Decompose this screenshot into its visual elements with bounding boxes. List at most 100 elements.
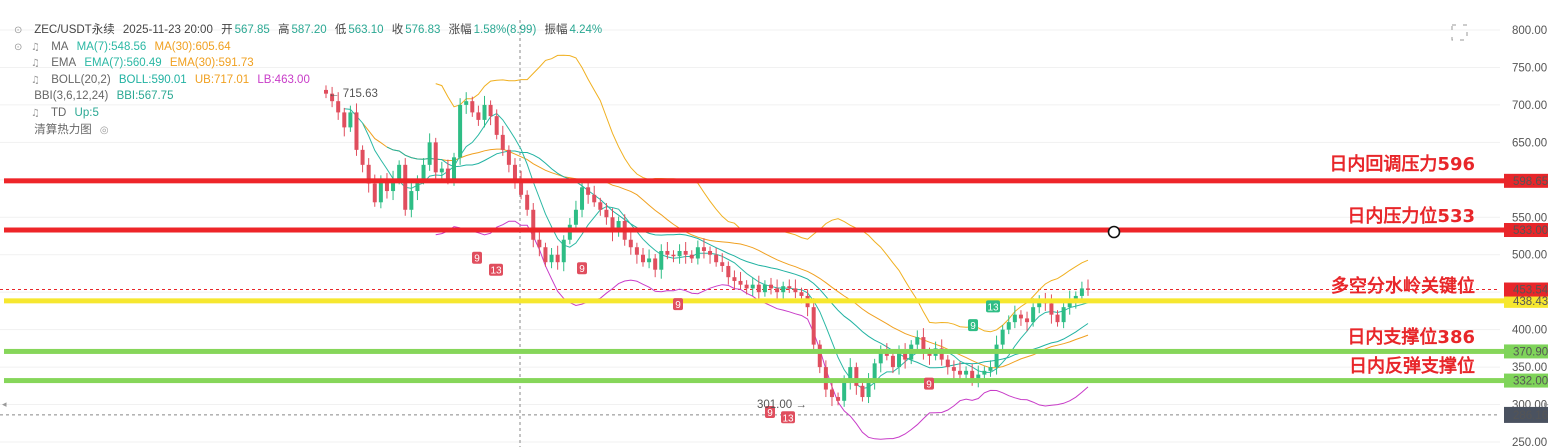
price-tick: 550.00 [1512,212,1547,224]
candle-body [677,250,682,257]
candle-body [616,221,621,233]
candle-body [726,265,731,278]
candle-body [744,284,749,289]
ma-row[interactable]: ⊙ ♫ MA MA(7):548.56 MA(30):605.64 [14,39,607,56]
candle-body [445,168,450,180]
candle-body [640,254,645,263]
change-value: 1.58%(8.99) [473,24,537,36]
candle-body [415,179,420,192]
alert-handle[interactable] [1107,225,1121,239]
ma-name: MA [51,40,69,53]
candle-body [854,367,859,386]
boll-value: BOLL:590.01 [118,73,187,86]
candle-body [360,149,365,165]
td-mark [924,377,934,390]
scroll-right-icon[interactable]: ▸ [1544,399,1549,409]
candle-body [653,258,658,270]
candle-body [464,101,469,105]
bbi-name: BBI(3,6,12,24) [34,90,109,103]
eye-off-icon[interactable]: ◎ [99,124,109,136]
td-row[interactable]: ♫ TD Up:5 [14,105,607,122]
boll-ub-value: UB:717.01 [194,73,250,86]
candle-body [872,363,877,383]
high-annotation: ← 715.63 [328,88,378,100]
price-tick: 500.00 [1512,250,1547,262]
candle-body [439,168,444,173]
candle-body [555,254,560,263]
candle-body [531,209,536,240]
td-mark [489,263,503,276]
ma-eye-icon[interactable]: ⊙ [14,41,23,53]
candle-body [762,284,767,293]
candle-body [927,352,932,356]
candle-body [701,247,706,251]
candle-body [964,370,969,375]
candle-body [817,344,822,368]
candle-body [1079,288,1084,296]
candle-body [890,355,895,368]
ma-bell-icon[interactable]: ♫ [31,41,40,53]
symbol[interactable]: ZEC/USDT永续 [34,24,115,36]
td-mark [765,406,775,419]
td-marks: 9 13 9 9 9 13 9 13 9 [472,251,1000,424]
current-price-tag [1504,282,1548,297]
candle-body [543,247,548,263]
candle-body [409,191,414,210]
candle-body [945,359,950,368]
level-line-resist2 [4,227,1546,233]
candle-body [897,352,902,368]
candle-body [665,250,670,255]
candle-body [769,284,774,289]
candle-body [433,142,438,173]
td-name: TD [51,106,67,119]
candle-body [951,367,956,371]
candle-body [482,104,487,120]
candle-body [848,367,853,383]
candle-body [634,247,639,255]
price-tags: 598.65 533.00 438.43 370.90 332.00 453.54 286.… [1504,173,1549,423]
candle-body [714,254,719,263]
td-mark [986,300,1000,313]
boll-bell-icon[interactable]: ♫ [31,74,40,86]
high-value: 587.20 [291,24,327,36]
td-mark-text: 13 [782,413,794,424]
bbi-value: BBI:567.75 [116,90,174,103]
td-mark-text: 13 [490,266,502,277]
candle-body [500,134,505,150]
candle-body [488,104,493,117]
price-tick: 400.00 [1512,325,1547,337]
ema-bell-icon[interactable]: ♫ [31,58,40,70]
ma30-line [362,122,1089,369]
candle-body [860,385,865,398]
td-mark [673,298,683,311]
candle-body [519,179,524,195]
scroll-left-icon[interactable]: ◂ [2,399,7,409]
fullscreen-icon[interactable] [1451,24,1468,41]
candle-body [427,142,432,165]
candle-body [494,116,499,135]
ema-row[interactable]: ♫ EMA EMA(7):560.49 EMA(30):591.73 [14,55,607,72]
candle-body [1086,288,1090,290]
candle-body [659,250,664,270]
candle-body [750,284,755,289]
close-value: 576.83 [405,24,441,36]
candle-body [549,254,554,263]
collapse-icon[interactable]: ⊙ [14,25,23,36]
td-value: Up:5 [74,106,99,119]
boll-row[interactable]: ♫ BOLL(20,2) BOLL:590.01 UB:717.01 LB:46… [14,72,607,89]
td-mark [968,319,978,332]
level-tag-key [1504,293,1548,308]
boll-lb-value: LB:463.00 [257,73,310,86]
crosshair-price-tag [1504,406,1548,423]
level-tag-text-key: 438.43 [1513,296,1548,308]
td-mark-text: 9 [474,254,480,265]
low-value: 563.10 [348,24,384,36]
heatmap-row[interactable]: 清算热力图 ◎ [14,122,607,139]
candle-body [799,292,804,296]
candle-body [586,187,591,195]
bbi-row[interactable]: BBI(3,6,12,24) BBI:567.75 [14,88,607,105]
candle-body [787,286,792,289]
td-bell-icon[interactable]: ♫ [31,107,40,119]
candle-body [988,367,993,371]
